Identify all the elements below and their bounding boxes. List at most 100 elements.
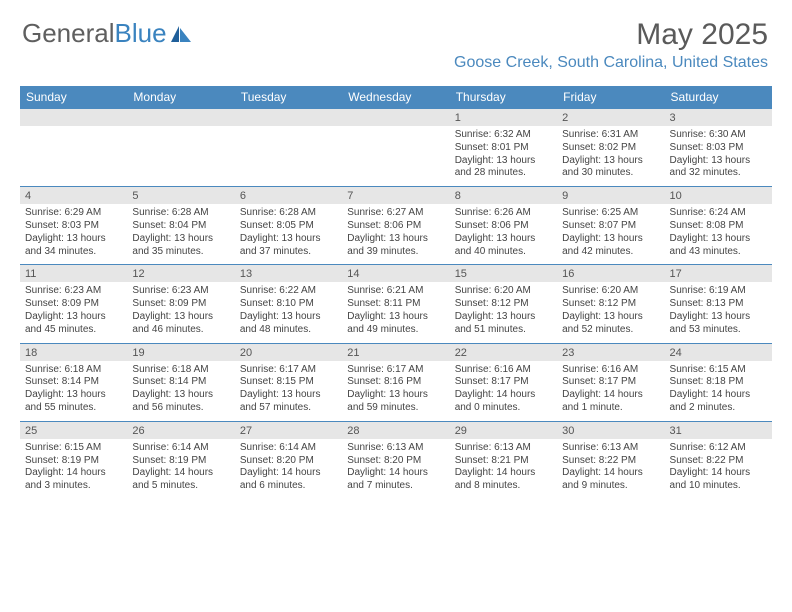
- logo-text-2: Blue: [115, 18, 167, 49]
- sunset-text: Sunset: 8:02 PM: [562, 142, 659, 155]
- daylight-text: Daylight: 13 hours and 30 minutes.: [562, 155, 659, 181]
- sunrise-text: Sunrise: 6:15 AM: [670, 364, 767, 377]
- day-cell: 25Sunrise: 6:15 AMSunset: 8:19 PMDayligh…: [20, 422, 127, 499]
- daylight-text: Daylight: 14 hours and 1 minute.: [562, 389, 659, 415]
- day-body: Sunrise: 6:14 AMSunset: 8:19 PMDaylight:…: [127, 439, 234, 499]
- sunset-text: Sunset: 8:20 PM: [240, 455, 337, 468]
- week-row: 18Sunrise: 6:18 AMSunset: 8:14 PMDayligh…: [20, 343, 772, 421]
- sunset-text: Sunset: 8:20 PM: [347, 455, 444, 468]
- dow-cell: Sunday: [20, 86, 127, 109]
- day-number: 21: [342, 344, 449, 361]
- day-body: Sunrise: 6:27 AMSunset: 8:06 PMDaylight:…: [342, 204, 449, 264]
- day-number: 29: [450, 422, 557, 439]
- day-number: 6: [235, 187, 342, 204]
- day-cell: 10Sunrise: 6:24 AMSunset: 8:08 PMDayligh…: [665, 187, 772, 264]
- daylight-text: Daylight: 14 hours and 3 minutes.: [25, 467, 122, 493]
- day-number: 27: [235, 422, 342, 439]
- sunrise-text: Sunrise: 6:20 AM: [562, 285, 659, 298]
- sunrise-text: Sunrise: 6:20 AM: [455, 285, 552, 298]
- sunset-text: Sunset: 8:16 PM: [347, 376, 444, 389]
- day-number: 13: [235, 265, 342, 282]
- daylight-text: Daylight: 13 hours and 53 minutes.: [670, 311, 767, 337]
- sunrise-text: Sunrise: 6:28 AM: [132, 207, 229, 220]
- day-cell: 8Sunrise: 6:26 AMSunset: 8:06 PMDaylight…: [450, 187, 557, 264]
- day-body: Sunrise: 6:16 AMSunset: 8:17 PMDaylight:…: [557, 361, 664, 421]
- day-body: Sunrise: 6:28 AMSunset: 8:04 PMDaylight:…: [127, 204, 234, 264]
- day-cell: 31Sunrise: 6:12 AMSunset: 8:22 PMDayligh…: [665, 422, 772, 499]
- sunrise-text: Sunrise: 6:28 AM: [240, 207, 337, 220]
- sunrise-text: Sunrise: 6:16 AM: [562, 364, 659, 377]
- day-number: 7: [342, 187, 449, 204]
- sunrise-text: Sunrise: 6:25 AM: [562, 207, 659, 220]
- sunrise-text: Sunrise: 6:13 AM: [347, 442, 444, 455]
- daylight-text: Daylight: 14 hours and 7 minutes.: [347, 467, 444, 493]
- day-body: Sunrise: 6:22 AMSunset: 8:10 PMDaylight:…: [235, 282, 342, 342]
- sunset-text: Sunset: 8:17 PM: [562, 376, 659, 389]
- daylight-text: Daylight: 13 hours and 48 minutes.: [240, 311, 337, 337]
- day-cell: 1Sunrise: 6:32 AMSunset: 8:01 PMDaylight…: [450, 109, 557, 186]
- day-cell: 30Sunrise: 6:13 AMSunset: 8:22 PMDayligh…: [557, 422, 664, 499]
- day-cell: 24Sunrise: 6:15 AMSunset: 8:18 PMDayligh…: [665, 344, 772, 421]
- day-body: Sunrise: 6:32 AMSunset: 8:01 PMDaylight:…: [450, 126, 557, 186]
- calendar: SundayMondayTuesdayWednesdayThursdayFrid…: [20, 86, 772, 499]
- daylight-text: Daylight: 14 hours and 10 minutes.: [670, 467, 767, 493]
- sunrise-text: Sunrise: 6:23 AM: [25, 285, 122, 298]
- sunset-text: Sunset: 8:13 PM: [670, 298, 767, 311]
- day-cell: 22Sunrise: 6:16 AMSunset: 8:17 PMDayligh…: [450, 344, 557, 421]
- logo-text-1: General: [22, 18, 115, 49]
- day-cell: [20, 109, 127, 186]
- sunset-text: Sunset: 8:19 PM: [132, 455, 229, 468]
- daylight-text: Daylight: 13 hours and 28 minutes.: [455, 155, 552, 181]
- sunrise-text: Sunrise: 6:30 AM: [670, 129, 767, 142]
- dow-cell: Tuesday: [235, 86, 342, 109]
- dow-cell: Thursday: [450, 86, 557, 109]
- day-body: Sunrise: 6:28 AMSunset: 8:05 PMDaylight:…: [235, 204, 342, 264]
- daylight-text: Daylight: 14 hours and 8 minutes.: [455, 467, 552, 493]
- daylight-text: Daylight: 14 hours and 6 minutes.: [240, 467, 337, 493]
- sunset-text: Sunset: 8:07 PM: [562, 220, 659, 233]
- day-number: 2: [557, 109, 664, 126]
- sunrise-text: Sunrise: 6:32 AM: [455, 129, 552, 142]
- day-number: 9: [557, 187, 664, 204]
- day-number: [342, 109, 449, 126]
- week-row: 4Sunrise: 6:29 AMSunset: 8:03 PMDaylight…: [20, 186, 772, 264]
- day-cell: 7Sunrise: 6:27 AMSunset: 8:06 PMDaylight…: [342, 187, 449, 264]
- sunset-text: Sunset: 8:14 PM: [25, 376, 122, 389]
- daylight-text: Daylight: 14 hours and 9 minutes.: [562, 467, 659, 493]
- week-row: 1Sunrise: 6:32 AMSunset: 8:01 PMDaylight…: [20, 109, 772, 186]
- day-cell: 27Sunrise: 6:14 AMSunset: 8:20 PMDayligh…: [235, 422, 342, 499]
- sunset-text: Sunset: 8:12 PM: [562, 298, 659, 311]
- dow-cell: Monday: [127, 86, 234, 109]
- sunrise-text: Sunrise: 6:26 AM: [455, 207, 552, 220]
- day-number: 22: [450, 344, 557, 361]
- sunrise-text: Sunrise: 6:18 AM: [132, 364, 229, 377]
- daylight-text: Daylight: 13 hours and 55 minutes.: [25, 389, 122, 415]
- day-body: [342, 126, 449, 186]
- day-body: [20, 126, 127, 186]
- day-cell: 21Sunrise: 6:17 AMSunset: 8:16 PMDayligh…: [342, 344, 449, 421]
- dow-cell: Saturday: [665, 86, 772, 109]
- day-number: 30: [557, 422, 664, 439]
- sunset-text: Sunset: 8:05 PM: [240, 220, 337, 233]
- day-number: [127, 109, 234, 126]
- day-number: 10: [665, 187, 772, 204]
- day-number: 25: [20, 422, 127, 439]
- sunrise-text: Sunrise: 6:27 AM: [347, 207, 444, 220]
- day-cell: 28Sunrise: 6:13 AMSunset: 8:20 PMDayligh…: [342, 422, 449, 499]
- sunrise-text: Sunrise: 6:31 AM: [562, 129, 659, 142]
- daylight-text: Daylight: 13 hours and 42 minutes.: [562, 233, 659, 259]
- day-cell: 4Sunrise: 6:29 AMSunset: 8:03 PMDaylight…: [20, 187, 127, 264]
- day-cell: [235, 109, 342, 186]
- day-cell: 29Sunrise: 6:13 AMSunset: 8:21 PMDayligh…: [450, 422, 557, 499]
- day-cell: 17Sunrise: 6:19 AMSunset: 8:13 PMDayligh…: [665, 265, 772, 342]
- day-body: Sunrise: 6:29 AMSunset: 8:03 PMDaylight:…: [20, 204, 127, 264]
- day-body: Sunrise: 6:18 AMSunset: 8:14 PMDaylight:…: [20, 361, 127, 421]
- sunrise-text: Sunrise: 6:12 AM: [670, 442, 767, 455]
- dow-cell: Friday: [557, 86, 664, 109]
- day-number: [235, 109, 342, 126]
- sunrise-text: Sunrise: 6:22 AM: [240, 285, 337, 298]
- day-cell: 14Sunrise: 6:21 AMSunset: 8:11 PMDayligh…: [342, 265, 449, 342]
- day-body: [127, 126, 234, 186]
- day-cell: 5Sunrise: 6:28 AMSunset: 8:04 PMDaylight…: [127, 187, 234, 264]
- day-body: [235, 126, 342, 186]
